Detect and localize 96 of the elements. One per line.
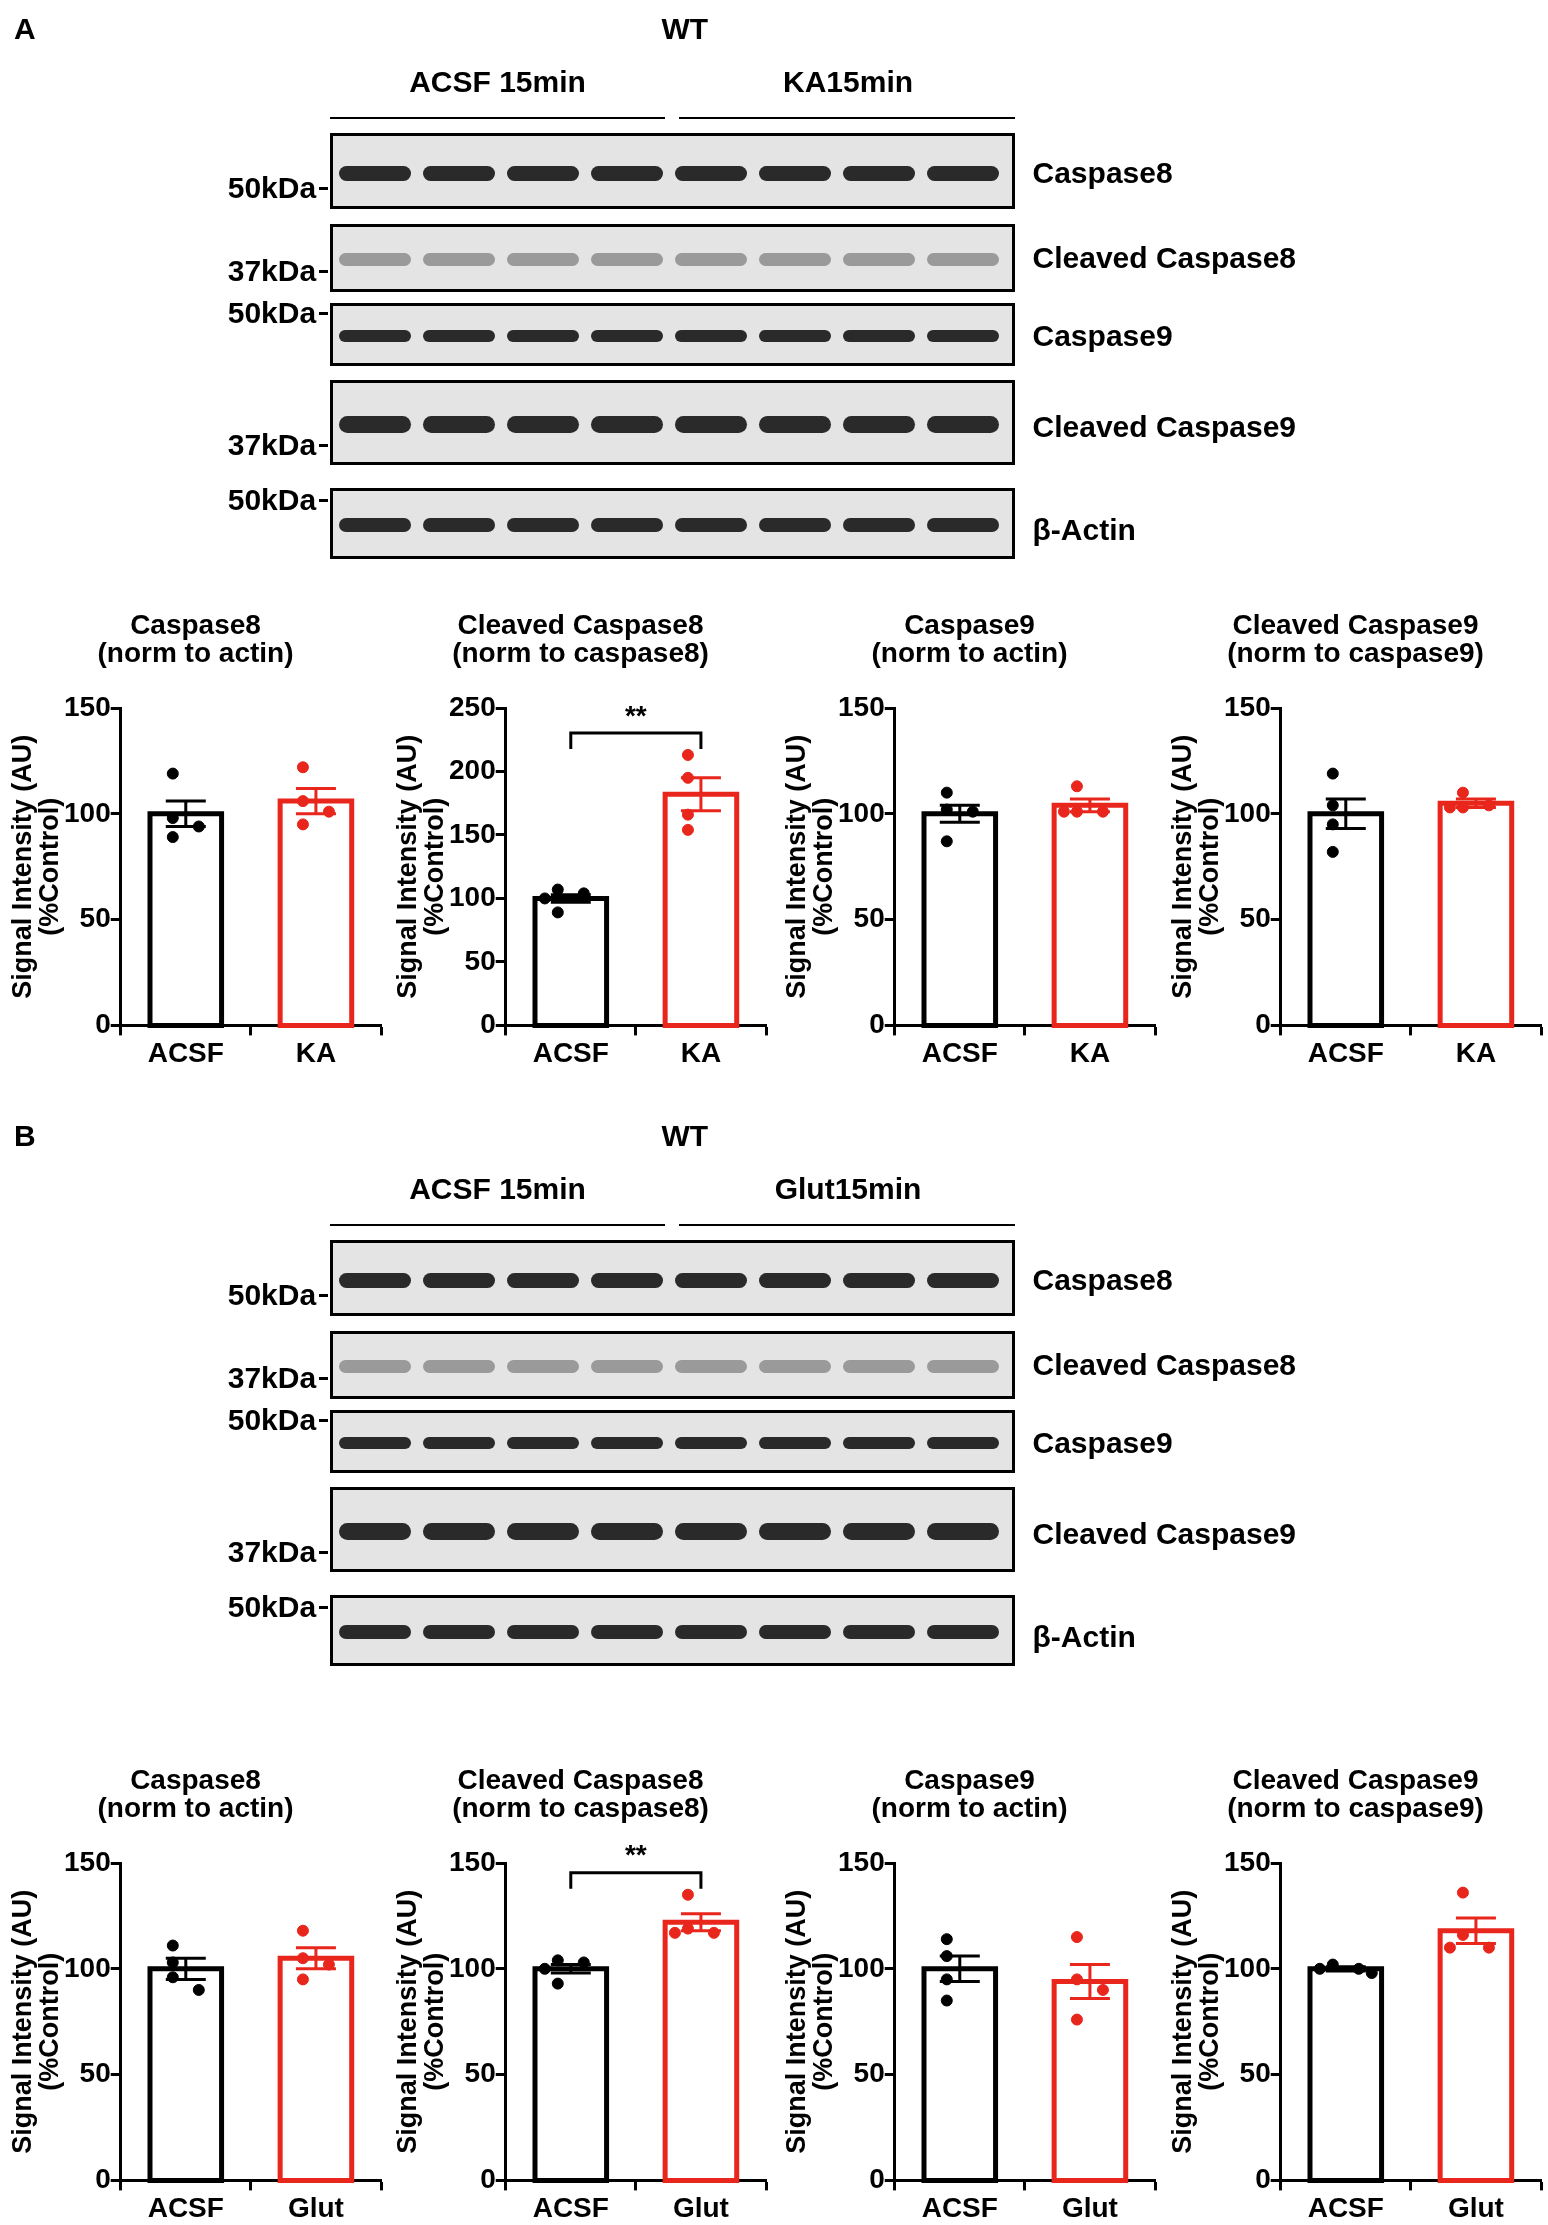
chart-title: Cleaved Caspase9 (norm to caspase9) xyxy=(1227,1763,1484,1823)
x-tick-label: Glut xyxy=(287,2191,344,2223)
y-tick-label: 0 xyxy=(869,1008,885,1040)
y-tick-label: 100 xyxy=(838,796,885,828)
y-tick-label: 250 xyxy=(449,690,496,722)
chart-title: Caspase8 (norm to actin) xyxy=(97,608,294,668)
text: Glut15min xyxy=(774,1171,922,1206)
chart-title: Cleaved Caspase8 (norm to caspase8) xyxy=(452,1763,709,1823)
y-tick-label: 0 xyxy=(480,1008,496,1040)
text: β-Actin xyxy=(1032,1620,1136,1655)
x-tick-label: ACSF xyxy=(147,2191,224,2223)
y-axis-title: Signal Intensity (AU) (%Control) xyxy=(1166,1889,1224,2154)
x-tick-label: KA xyxy=(295,1036,337,1068)
x-tick-label: ACSF xyxy=(147,1036,224,1068)
x-tick-label: Glut xyxy=(1061,2191,1118,2223)
text: WT xyxy=(661,1119,709,1154)
y-tick-label: 0 xyxy=(95,2163,111,2195)
text: Caspase8 xyxy=(1032,1262,1173,1297)
text: β-Actin xyxy=(1032,513,1136,548)
text: ACSF 15min xyxy=(409,1171,586,1206)
y-tick-label: 50 xyxy=(464,2057,496,2089)
y-axis-title: Signal Intensity (AU) (%Control) xyxy=(6,1889,64,2154)
y-tick-label: 150 xyxy=(1224,690,1271,722)
y-axis-title: Signal Intensity (AU) (%Control) xyxy=(6,734,64,999)
text: KA15min xyxy=(783,64,914,99)
y-tick-label: 100 xyxy=(64,1951,111,1983)
annotation: ** xyxy=(624,699,647,731)
y-tick-label: 0 xyxy=(869,2163,885,2195)
y-tick-label: 50 xyxy=(79,902,111,934)
x-tick-label: KA xyxy=(1455,1036,1497,1068)
y-tick-label: 0 xyxy=(1255,2163,1271,2195)
text: 37kDa xyxy=(227,253,317,288)
text: Caspase9 xyxy=(1032,318,1173,353)
x-tick-label: ACSF xyxy=(1307,2191,1384,2223)
chart-title: Cleaved Caspase8 (norm to caspase8) xyxy=(452,608,709,668)
text: 37kDa xyxy=(227,428,317,463)
y-axis-title: Signal Intensity (AU) (%Control) xyxy=(1166,734,1224,999)
y-tick-label: 150 xyxy=(838,1845,885,1877)
x-tick-label: KA xyxy=(680,1036,722,1068)
text: Cleaved Caspase9 xyxy=(1032,409,1297,444)
x-tick-label: ACSF xyxy=(921,1036,998,1068)
text: WT xyxy=(661,12,709,47)
text: A xyxy=(14,12,36,47)
annotation: ** xyxy=(624,1839,647,1871)
chart-title: Cleaved Caspase9 (norm to caspase9) xyxy=(1227,608,1484,668)
chart-title: Caspase9 (norm to actin) xyxy=(871,608,1068,668)
y-tick-label: 0 xyxy=(1255,1008,1271,1040)
text: Cleaved Caspase8 xyxy=(1032,1347,1297,1382)
x-tick-label: Glut xyxy=(672,2191,729,2223)
y-tick-label: 50 xyxy=(853,2057,885,2089)
y-tick-label: 100 xyxy=(1224,1951,1271,1983)
y-tick-label: 50 xyxy=(1239,2057,1271,2089)
y-tick-label: 100 xyxy=(449,1951,496,1983)
text: Caspase8 xyxy=(1032,155,1173,190)
y-axis-title: Signal Intensity (AU) (%Control) xyxy=(391,734,449,999)
y-tick-label: 150 xyxy=(449,1845,496,1877)
x-tick-label: KA xyxy=(1069,1036,1111,1068)
x-tick-label: Glut xyxy=(1447,2191,1504,2223)
text: 50kDa xyxy=(227,171,317,206)
x-tick-label: ACSF xyxy=(921,2191,998,2223)
y-tick-label: 150 xyxy=(838,690,885,722)
text: 50kDa xyxy=(227,1590,317,1625)
text: Caspase9 xyxy=(1032,1425,1173,1460)
y-tick-label: 150 xyxy=(64,690,111,722)
y-axis-title: Signal Intensity (AU) (%Control) xyxy=(391,1889,449,2154)
y-tick-label: 100 xyxy=(64,796,111,828)
y-tick-label: 0 xyxy=(95,1008,111,1040)
text: 37kDa xyxy=(227,1535,317,1570)
x-tick-label: ACSF xyxy=(532,1036,609,1068)
text: Cleaved Caspase9 xyxy=(1032,1516,1297,1551)
y-tick-label: 200 xyxy=(449,754,496,786)
text: 50kDa xyxy=(227,296,317,331)
chart-title: Caspase8 (norm to actin) xyxy=(97,1763,294,1823)
y-tick-label: 100 xyxy=(838,1951,885,1983)
y-tick-label: 50 xyxy=(853,902,885,934)
y-tick-label: 150 xyxy=(449,817,496,849)
y-tick-label: 50 xyxy=(79,2057,111,2089)
y-tick-label: 50 xyxy=(1239,902,1271,934)
y-tick-label: 150 xyxy=(64,1845,111,1877)
y-axis-title: Signal Intensity (AU) (%Control) xyxy=(780,734,838,999)
y-axis-title: Signal Intensity (AU) (%Control) xyxy=(780,1889,838,2154)
y-tick-label: 100 xyxy=(449,881,496,913)
y-tick-label: 0 xyxy=(480,2163,496,2195)
text: 50kDa xyxy=(227,1403,317,1438)
text: ACSF 15min xyxy=(409,64,586,99)
x-tick-label: ACSF xyxy=(532,2191,609,2223)
text: 50kDa xyxy=(227,483,317,518)
y-tick-label: 150 xyxy=(1224,1845,1271,1877)
text: B xyxy=(14,1119,36,1154)
text: Cleaved Caspase8 xyxy=(1032,240,1297,275)
text: 50kDa xyxy=(227,1278,317,1313)
x-tick-label: ACSF xyxy=(1307,1036,1384,1068)
y-tick-label: 50 xyxy=(464,944,496,976)
text: 37kDa xyxy=(227,1360,317,1395)
y-tick-label: 100 xyxy=(1224,796,1271,828)
chart-title: Caspase9 (norm to actin) xyxy=(871,1763,1068,1823)
